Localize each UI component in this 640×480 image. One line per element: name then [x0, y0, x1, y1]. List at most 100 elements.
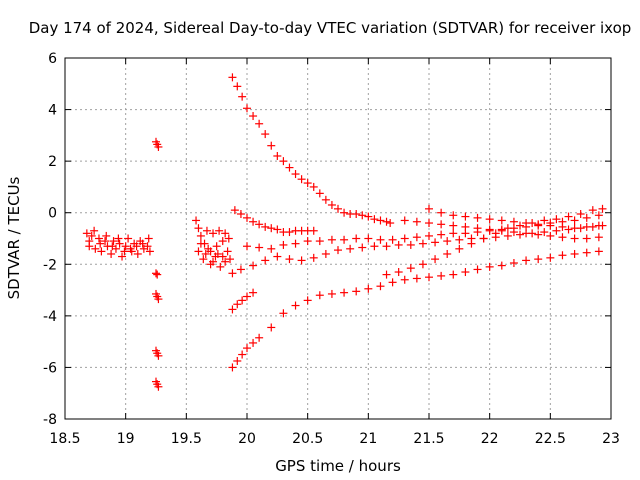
data-point: [534, 230, 543, 239]
data-point: [497, 261, 506, 270]
data-point: [327, 200, 336, 209]
data-point: [340, 235, 349, 244]
data-point: [394, 240, 403, 249]
data-point: [297, 256, 306, 265]
data-point: [291, 301, 300, 310]
data-point: [340, 208, 349, 217]
data-point: [455, 235, 464, 244]
data-point: [196, 231, 205, 240]
y-axis-label: SDTVAR / TECUs: [5, 176, 23, 299]
data-point: [540, 216, 549, 225]
data-point: [370, 215, 379, 224]
data-point: [509, 217, 518, 226]
data-point: [449, 270, 458, 279]
data-point: [449, 229, 458, 238]
data-point: [388, 235, 397, 244]
data-point: [221, 257, 230, 266]
data-point: [94, 234, 103, 243]
data-point: [594, 211, 603, 220]
data-point: [400, 216, 409, 225]
data-point: [101, 237, 110, 246]
data-point: [467, 239, 476, 248]
y-tick-label: 4: [48, 103, 57, 119]
data-point: [154, 382, 163, 391]
data-point: [437, 220, 446, 229]
data-point: [216, 262, 225, 271]
data-point: [233, 82, 242, 91]
y-tick-label: -6: [43, 360, 57, 376]
data-point: [267, 141, 276, 150]
data-point: [418, 260, 427, 269]
data-point: [376, 282, 385, 291]
data-point: [352, 210, 361, 219]
x-tick-label: 23: [602, 431, 620, 447]
data-point: [334, 246, 342, 255]
x-tick-label: 21.5: [413, 431, 444, 447]
data-point: [267, 323, 276, 332]
data-point: [473, 265, 482, 274]
data-point: [406, 240, 415, 249]
data-point: [358, 211, 367, 220]
data-point: [598, 204, 607, 213]
data-point: [249, 112, 258, 121]
data-point: [291, 239, 300, 248]
data-point: [309, 253, 318, 262]
data-point: [485, 262, 494, 271]
grid-lines: [65, 58, 611, 419]
data-point: [437, 208, 446, 217]
data-point: [479, 234, 488, 243]
data-point: [206, 260, 215, 269]
data-point: [126, 244, 135, 253]
x-tick-label: 22: [481, 431, 499, 447]
data-point: [552, 226, 561, 235]
data-point: [509, 228, 518, 237]
data-point: [215, 226, 224, 235]
data-point: [230, 206, 239, 215]
data-point: [261, 256, 270, 265]
data-point: [485, 215, 494, 224]
data-point: [315, 291, 324, 300]
data-point: [461, 222, 470, 231]
data-point: [594, 221, 603, 230]
data-point: [443, 237, 452, 246]
data-point: [249, 288, 258, 297]
data-point: [152, 269, 160, 278]
data-point: [108, 242, 117, 251]
data-point: [120, 247, 129, 256]
data-point: [570, 224, 579, 233]
data-point: [96, 239, 105, 248]
data-point: [238, 350, 247, 359]
y-tick-label: -8: [43, 412, 57, 428]
data-point: [255, 220, 264, 229]
data-point: [503, 231, 512, 240]
data-point: [376, 235, 385, 244]
x-tick-label: 19.5: [171, 431, 202, 447]
y-tick-labels: -8 -6 -4 -2 0 2 4 6: [43, 51, 57, 428]
data-point: [516, 221, 524, 230]
data-point: [491, 229, 500, 238]
data-point: [449, 211, 458, 220]
data-point: [431, 255, 440, 264]
data-point: [570, 249, 579, 258]
data-point: [238, 296, 247, 305]
data-point: [138, 239, 147, 248]
data-point: [455, 244, 464, 253]
data-point: [133, 249, 142, 258]
data-point: [437, 230, 446, 239]
data-point: [82, 229, 91, 238]
data-point: [588, 206, 597, 215]
x-tick-labels: 18.5 19 19.5 20 20.5 21 21.5 22 22.5 23: [49, 431, 620, 447]
data-point: [382, 217, 391, 226]
data-point: [233, 300, 242, 309]
data-point: [199, 255, 208, 264]
data-point: [273, 252, 282, 261]
data-point: [153, 270, 162, 279]
data-point: [534, 220, 543, 229]
data-point: [425, 231, 433, 240]
data-point: [228, 73, 237, 82]
data-point: [437, 271, 446, 280]
data-point: [194, 224, 203, 233]
data-point: [449, 221, 458, 230]
y-tick-label: 2: [48, 154, 57, 170]
